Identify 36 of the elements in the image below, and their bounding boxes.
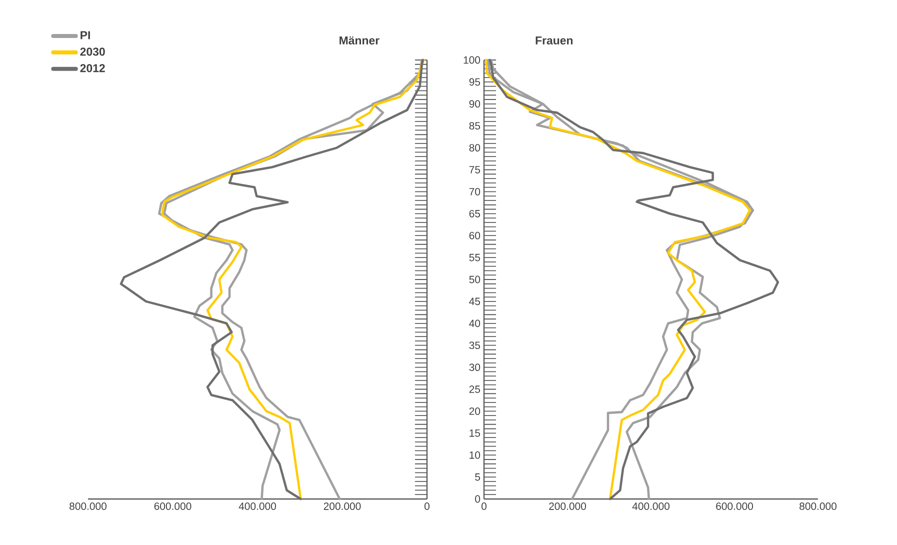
x-tick-label: 200.000 [549, 502, 586, 510]
y-tick-label: 60 [469, 232, 480, 240]
x-tick-label: 600.000 [154, 502, 192, 510]
chart-title: Frauen [536, 36, 573, 44]
y-tick-label: 40 [469, 320, 480, 328]
x-tick-label: 400.000 [632, 502, 670, 510]
y-tick-label: 65 [469, 210, 480, 218]
y-tick-label: 85 [469, 122, 480, 130]
y-tick-label: 30 [469, 364, 480, 372]
y-tick-label: 70 [469, 188, 480, 196]
x-tick-label: 0 [424, 502, 430, 510]
legend-label: PI [80, 31, 90, 40]
y-tick-label: 55 [469, 254, 480, 262]
y-tick-label: 95 [469, 78, 480, 86]
legend-label: 2012 [80, 64, 105, 72]
y-tick-label: 90 [469, 100, 480, 108]
x-tick-label: 800.000 [800, 502, 836, 510]
y-tick-label: 80 [469, 144, 480, 152]
x-tick-label: 400.000 [238, 502, 276, 510]
chart-title: Männer [340, 36, 380, 44]
y-tick-label: 25 [469, 386, 480, 393]
y-tick-label: 35 [469, 342, 480, 350]
x-tick-label: 200.000 [324, 502, 361, 510]
legend-label: 2030 [80, 48, 105, 56]
y-tick-label: 10 [470, 451, 480, 459]
y-tick-label: 50 [469, 276, 480, 284]
x-tick-label: 600.000 [716, 502, 753, 510]
y-tick-label: 0 [475, 495, 480, 503]
x-tick-label: 0 [482, 502, 487, 510]
x-tick-label: 800.000 [70, 502, 106, 510]
y-tick-label: 75 [469, 166, 480, 174]
y-tick-label: 100 [464, 56, 480, 64]
y-tick-label: 15 [470, 430, 480, 437]
y-tick-label: 5 [475, 473, 480, 481]
y-tick-label: 20 [469, 408, 480, 415]
y-tick-label: 45 [469, 298, 480, 306]
